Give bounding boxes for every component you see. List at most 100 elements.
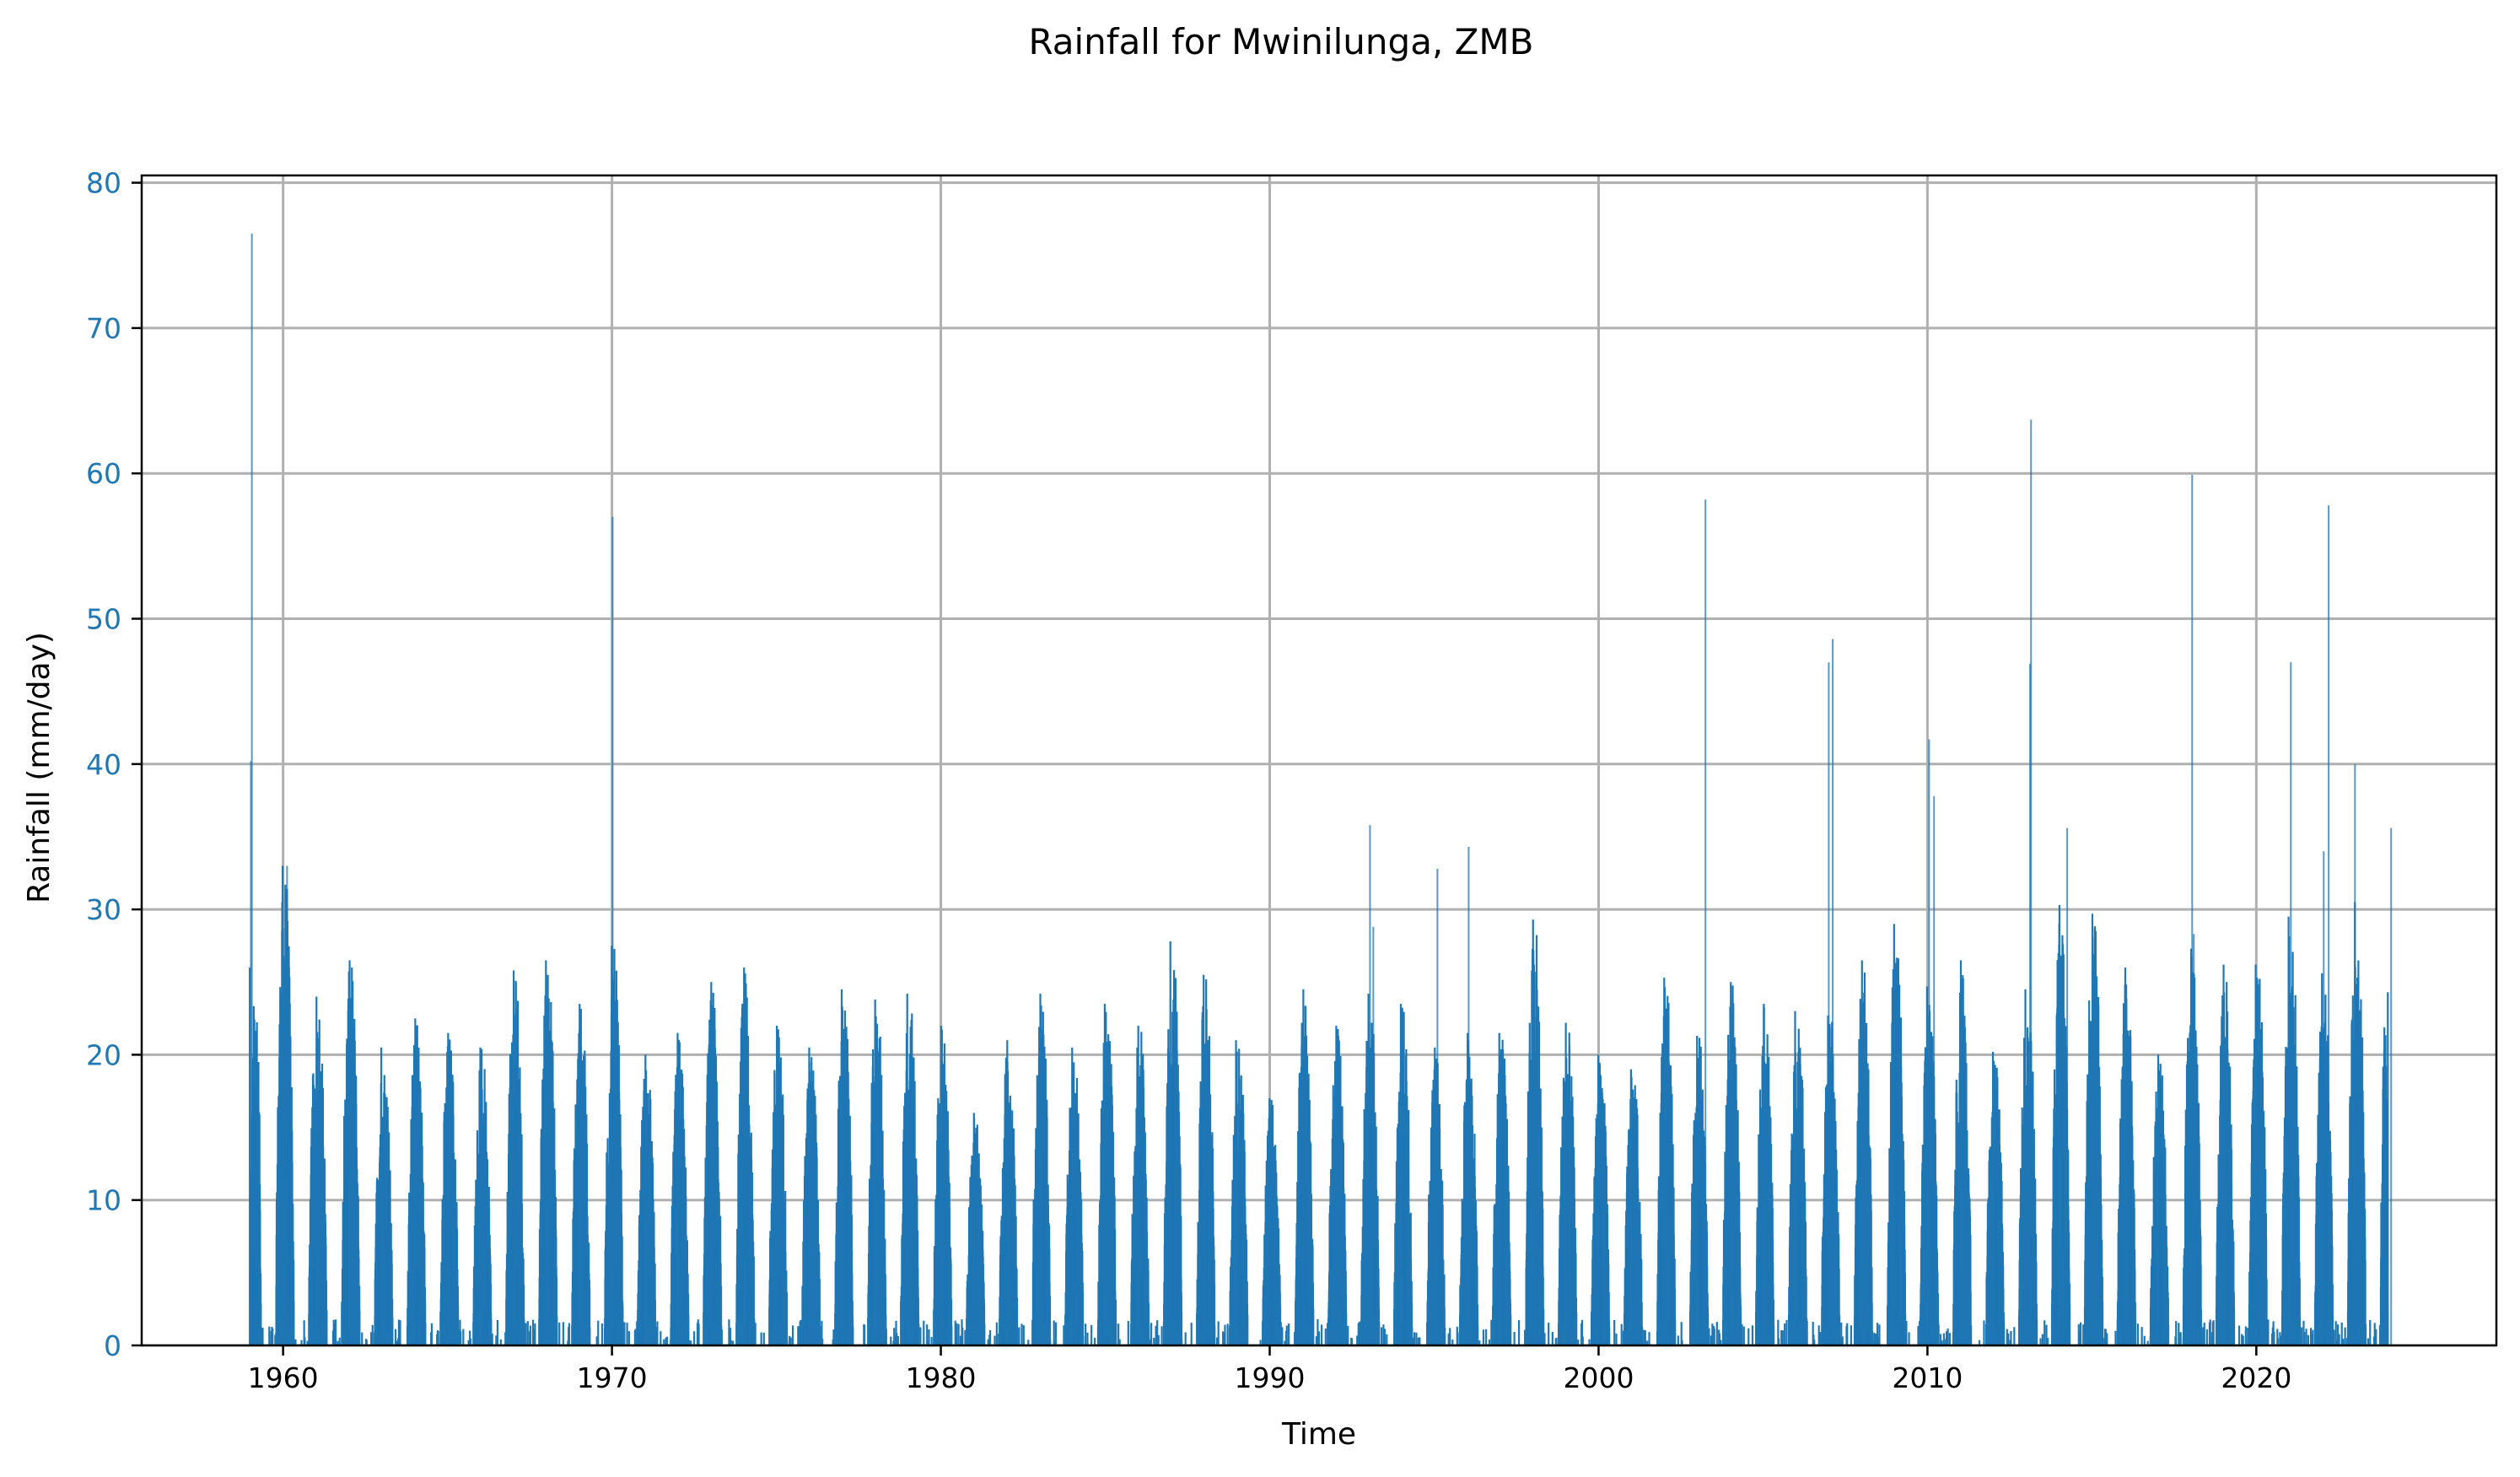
rainfall-bar [1081, 1291, 1085, 1345]
rainfall-bar [281, 865, 284, 1345]
rainfall-bar [1597, 1054, 1600, 1345]
rainfall-bar [1214, 1326, 1216, 1345]
rainfall-bar [753, 1318, 756, 1345]
rainfall-bar [589, 1287, 591, 1345]
rainfall-bar [1312, 1308, 1315, 1345]
rainfall-bar [840, 989, 843, 1345]
rainfall-bar [326, 1310, 328, 1345]
rainfall-bar [1773, 1324, 1775, 1345]
rainfall-bar [1860, 960, 1863, 1345]
rainfall-bar [1115, 1323, 1117, 1345]
rainfall-bar [1006, 1040, 1009, 1345]
rainfall-bar [906, 994, 908, 1345]
rainfall-bar [1137, 1025, 1139, 1345]
rainfall-bar [1969, 1234, 1972, 1345]
rainfall-bar [1805, 1276, 1807, 1345]
rainfall-bar [1663, 978, 1666, 1345]
rainfall-bar [1871, 1339, 1874, 1345]
rainfall-bar [1863, 972, 1866, 1345]
rainfall-bar [1510, 1314, 1512, 1345]
rainfall-bar [1113, 1229, 1117, 1345]
rainfall-bar [818, 1279, 821, 1345]
rainfall-bar [676, 1032, 679, 1345]
rainfall-bar [380, 1047, 383, 1345]
rainfall-bar [874, 999, 876, 1345]
rainfall-bar [1532, 919, 1534, 1345]
rainfall-bar [1992, 1051, 1995, 1345]
rainfall-bar [479, 1047, 482, 1345]
rainfall-bar [852, 1326, 854, 1345]
rainfall-bar [1629, 1069, 1633, 1345]
rainfall-bar [293, 1301, 295, 1345]
rainfall-bar [1367, 994, 1370, 1345]
rainfall-bar [1476, 1304, 1479, 1345]
rainfall-bar [1147, 1302, 1150, 1345]
rainfall-bar [1740, 1318, 1742, 1345]
rainfall-bar [1444, 1327, 1446, 1345]
rainfall-bar [1235, 1040, 1237, 1345]
rainfall-bar [1871, 1302, 1873, 1345]
rainfall-bar [589, 1327, 591, 1345]
rainfall-bar [1049, 1340, 1052, 1345]
rainfall-bar [1015, 1297, 1019, 1345]
rainfall-bar [1730, 982, 1732, 1345]
rainfall-bar [315, 996, 318, 1345]
rainfall-bar [1467, 1032, 1469, 1345]
chart-title: Rainfall for Mwinilunga, ZMB [1029, 21, 1534, 62]
rainfall-bar [1477, 1325, 1479, 1345]
rainfall-bar [1608, 1327, 1611, 1345]
rainfall-bar [654, 1326, 657, 1345]
rainfall-bar [1247, 1314, 1249, 1345]
rainfall-bar [457, 1338, 460, 1345]
rainfall-bar [523, 1285, 525, 1345]
rainfall-bar [1575, 1313, 1578, 1345]
rainfall-bar [1071, 1047, 1074, 1345]
rainfall-bar [457, 1305, 460, 1345]
rainfall-bar [1794, 1011, 1796, 1345]
rainfall-bar [819, 1325, 821, 1345]
rainfall-bar [1969, 1291, 1972, 1345]
rainfall-bar [358, 1310, 361, 1345]
rainfall-bar [1763, 1004, 1765, 1345]
rainfall-bar [719, 1286, 723, 1345]
rainfall-bar [687, 1314, 690, 1345]
rainfall-bar [972, 1113, 975, 1345]
rainfall-bar [1893, 924, 1895, 1345]
rainfall-bar [1871, 1330, 1873, 1345]
rainfall-bar [260, 1303, 262, 1345]
rainfall-bar [752, 1256, 755, 1345]
rainfall-bar [512, 970, 515, 1345]
rainfall-bar [555, 1276, 557, 1345]
rainfall-bars [249, 233, 2393, 1346]
rainfall-bar [1607, 1292, 1610, 1345]
rainfall-bar [1640, 1302, 1643, 1345]
rainfall-bar [1498, 1032, 1500, 1345]
rainfall-bar [579, 1004, 581, 1345]
rainfall-bar [1181, 1340, 1183, 1345]
rainfall-bar [1103, 1004, 1107, 1345]
rainfall-bar [1302, 989, 1305, 1345]
rainfall-bar [1443, 1307, 1446, 1345]
rainfall-bar [1114, 1299, 1117, 1345]
rainfall-bar [1903, 1273, 1906, 1345]
rainfall-bar [1564, 1022, 1567, 1345]
rainfall-bar [1335, 1025, 1338, 1345]
rainfall-bar [1772, 1299, 1775, 1345]
rainfall-bar [940, 1025, 943, 1345]
rainfall-bar [1959, 960, 1963, 1345]
rainfall-bar [776, 1025, 778, 1345]
rainfall-bar [1696, 1036, 1699, 1345]
rainfall-bar [1213, 1284, 1216, 1345]
rainfall-bar [1399, 1004, 1403, 1345]
rainfall-bar [391, 1317, 394, 1345]
rainfall-bar [447, 1032, 450, 1345]
rainfall-bar [1039, 994, 1042, 1345]
rainfall-bar [743, 968, 746, 1345]
rainfall-bar [654, 1300, 656, 1345]
rainfall-bar [950, 1299, 953, 1345]
rainfall-bar [621, 1236, 623, 1345]
rainfall-bar [710, 982, 713, 1345]
rainfall-bar [1925, 986, 1929, 1345]
rainfall-bar [556, 1316, 558, 1345]
